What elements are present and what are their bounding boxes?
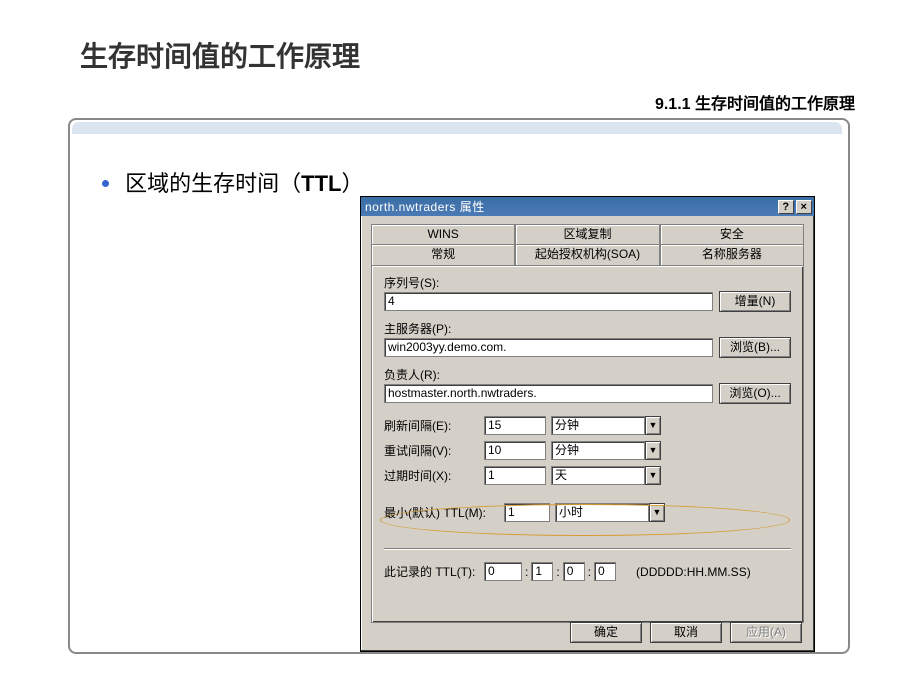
frame-top-rail bbox=[72, 122, 842, 134]
chevron-down-icon[interactable]: ▼ bbox=[645, 466, 661, 485]
serial-label: 序列号(S): bbox=[384, 274, 791, 291]
tab-strip: WINS 区域复制 安全 常规 起始授权机构(SOA) 名称服务器 bbox=[371, 224, 804, 266]
min-ttl-unit-combo[interactable]: 小时 ▼ bbox=[555, 503, 665, 522]
dialog-title: north.nwtraders 属性 bbox=[365, 198, 776, 215]
min-ttl-value[interactable]: 1 bbox=[504, 503, 550, 522]
ok-button[interactable]: 确定 bbox=[570, 622, 642, 643]
divider bbox=[384, 548, 791, 550]
dialog-titlebar[interactable]: north.nwtraders 属性 ? × bbox=[361, 197, 814, 216]
expire-label: 过期时间(X): bbox=[384, 467, 484, 484]
tab-security[interactable]: 安全 bbox=[660, 224, 804, 245]
min-ttl-label: 最小(默认) TTL(M): bbox=[384, 504, 504, 521]
refresh-value[interactable]: 15 bbox=[484, 416, 546, 435]
record-ttl-d[interactable]: 0 bbox=[484, 562, 522, 581]
bullet-dot-icon bbox=[102, 180, 109, 187]
close-button[interactable]: × bbox=[796, 200, 812, 214]
apply-button[interactable]: 应用(A) bbox=[730, 622, 802, 643]
refresh-unit: 分钟 bbox=[551, 416, 645, 435]
tab-soa[interactable]: 起始授权机构(SOA) bbox=[515, 244, 659, 265]
bullet-ttl: 区域的生存时间（TTL） bbox=[102, 166, 363, 198]
primary-label: 主服务器(P): bbox=[384, 320, 791, 337]
record-ttl-m[interactable]: 0 bbox=[563, 562, 585, 581]
chevron-down-icon[interactable]: ▼ bbox=[645, 441, 661, 460]
tab-wins[interactable]: WINS bbox=[371, 224, 515, 245]
slide-subtitle: 9.1.1 生存时间值的工作原理 bbox=[655, 90, 855, 114]
bullet-prefix: 区域的生存时间（ bbox=[125, 171, 301, 196]
tab-body-soa: 序列号(S): 4 增量(N) 主服务器(P): win2003yy.demo.… bbox=[371, 265, 804, 623]
slide-title: 生存时间值的工作原理 bbox=[80, 35, 360, 75]
record-ttl-hint: (DDDDD:HH.MM.SS) bbox=[636, 565, 751, 579]
refresh-label: 刷新间隔(E): bbox=[384, 417, 484, 434]
row-expire: 过期时间(X): 1 天 ▼ bbox=[384, 466, 791, 485]
retry-label: 重试间隔(V): bbox=[384, 442, 484, 459]
row-retry: 重试间隔(V): 10 分钟 ▼ bbox=[384, 441, 791, 460]
row-min-ttl: 最小(默认) TTL(M): 1 小时 ▼ bbox=[384, 503, 791, 522]
cancel-button[interactable]: 取消 bbox=[650, 622, 722, 643]
refresh-unit-combo[interactable]: 分钟 ▼ bbox=[551, 416, 661, 435]
tab-name-servers[interactable]: 名称服务器 bbox=[660, 244, 804, 265]
responsible-label: 负责人(R): bbox=[384, 366, 791, 383]
responsible-input[interactable]: hostmaster.north.nwtraders. bbox=[384, 384, 713, 403]
chevron-down-icon[interactable]: ▼ bbox=[645, 416, 661, 435]
record-ttl-s[interactable]: 0 bbox=[594, 562, 616, 581]
increment-button[interactable]: 增量(N) bbox=[719, 291, 791, 312]
expire-unit-combo[interactable]: 天 ▼ bbox=[551, 466, 661, 485]
expire-unit: 天 bbox=[551, 466, 645, 485]
ttl-sep1: : bbox=[522, 565, 531, 579]
serial-input[interactable]: 4 bbox=[384, 292, 713, 311]
ttl-sep2: : bbox=[553, 565, 562, 579]
browse-primary-button[interactable]: 浏览(B)... bbox=[719, 337, 791, 358]
row-refresh: 刷新间隔(E): 15 分钟 ▼ bbox=[384, 416, 791, 435]
bullet-suffix: ） bbox=[341, 171, 363, 196]
retry-unit: 分钟 bbox=[551, 441, 645, 460]
expire-value[interactable]: 1 bbox=[484, 466, 546, 485]
record-ttl-label: 此记录的 TTL(T): bbox=[384, 563, 484, 580]
min-ttl-unit: 小时 bbox=[555, 503, 649, 522]
dialog-button-row: 确定 取消 应用(A) bbox=[570, 622, 802, 643]
bullet-bold: TTL bbox=[301, 171, 341, 196]
retry-unit-combo[interactable]: 分钟 ▼ bbox=[551, 441, 661, 460]
properties-dialog: north.nwtraders 属性 ? × WINS 区域复制 安全 常规 起… bbox=[360, 196, 815, 652]
tab-zone-transfer[interactable]: 区域复制 bbox=[515, 224, 659, 245]
chevron-down-icon[interactable]: ▼ bbox=[649, 503, 665, 522]
primary-input[interactable]: win2003yy.demo.com. bbox=[384, 338, 713, 357]
tab-general[interactable]: 常规 bbox=[371, 244, 515, 265]
retry-value[interactable]: 10 bbox=[484, 441, 546, 460]
help-button[interactable]: ? bbox=[778, 200, 794, 214]
ttl-sep3: : bbox=[585, 565, 594, 579]
record-ttl-h[interactable]: 1 bbox=[531, 562, 553, 581]
row-record-ttl: 此记录的 TTL(T): 0 : 1 : 0 : 0 (DDDDD:HH.MM.… bbox=[384, 562, 791, 581]
browse-responsible-button[interactable]: 浏览(O)... bbox=[719, 383, 791, 404]
